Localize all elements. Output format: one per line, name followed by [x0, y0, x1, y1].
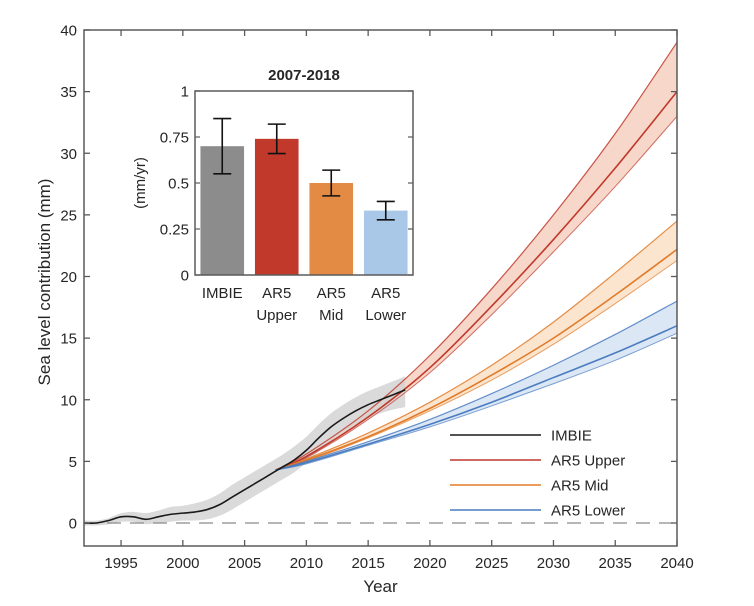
legend-label: IMBIE: [551, 428, 592, 445]
inset-category-label-line1: AR5: [317, 285, 346, 302]
imbie-line: [83, 389, 406, 524]
inset-category-label: AR5 Upper: [256, 285, 297, 324]
inset-y-tick-label: 0.25: [160, 222, 189, 239]
error-bar-ar5-lower: [376, 200, 395, 221]
y-tick-label: 0: [69, 516, 77, 533]
x-tick-label: 2025: [475, 555, 508, 572]
imbie-uncertainty-band: [84, 376, 406, 526]
bar-ar5-upper: [254, 138, 299, 275]
inset-y-ticks: 0 0.25 0.5 0.75 1: [160, 84, 413, 285]
plot-frame: [83, 29, 678, 547]
inset-category-label: AR5 Lower: [365, 285, 406, 324]
legend: IMBIE AR5 Upper AR5 Mid AR5 Lower: [450, 428, 625, 520]
uncertainty-bands: [84, 42, 677, 526]
inset-y-tick-label: 1: [181, 84, 189, 101]
inset-y-axis-label: (mm/yr): [132, 157, 149, 209]
ar5-upper-line: [275, 91, 678, 471]
series-lines: [83, 41, 678, 524]
x-tick-label: 2040: [660, 555, 693, 572]
error-bar-ar5-upper: [267, 123, 286, 155]
y-tick-label: 15: [60, 331, 77, 348]
legend-item-ar5-mid: AR5 Mid: [450, 478, 609, 495]
inset-y-tick-label: 0.75: [160, 130, 189, 147]
legend-label: AR5 Lower: [551, 503, 625, 520]
y-tick-label: 20: [60, 269, 77, 286]
x-tick-label: 2035: [599, 555, 632, 572]
legend-label: AR5 Upper: [551, 453, 625, 470]
x-tick-label: 1995: [104, 555, 137, 572]
y-tick-label: 35: [60, 84, 77, 101]
y-tick-label: 25: [60, 207, 77, 224]
x-axis-ticks: 1995 2000 2005 2010 2015 2020 2025 2030 2035 2040: [104, 30, 694, 572]
legend-label: AR5 Mid: [551, 478, 609, 495]
legend-item-imbie: IMBIE: [450, 428, 592, 445]
inset-bar-chart: 0 0.25 0.5 0.75 1 IMBIE AR5 Upper AR5 Mid AR5 Lowe…: [132, 67, 414, 324]
bar-ar5-lower: [363, 210, 408, 275]
y-tick-label: 40: [60, 23, 77, 40]
ar5-mid-upper-bound-line: [275, 220, 678, 471]
ar5-lower-lower-bound-line: [275, 332, 678, 471]
ar5-lower-upper-bound-line: [275, 300, 678, 471]
inset-category-label-line2: Mid: [319, 307, 343, 324]
inset-category-label-line1: AR5: [262, 285, 291, 302]
x-axis-label: Year: [363, 577, 398, 596]
y-tick-label: 10: [60, 392, 77, 409]
x-tick-label: 2030: [537, 555, 570, 572]
ar5-upper-upper-bound-line: [275, 41, 678, 471]
inset-category-label: AR5 Mid: [317, 285, 346, 324]
inset-category-label-line1: IMBIE: [202, 285, 243, 302]
inset-category-label-line2: Upper: [256, 307, 297, 324]
x-tick-label: 2020: [413, 555, 446, 572]
y-axis-label: Sea level contribution (mm): [35, 179, 54, 386]
inset-y-tick-label: 0.5: [168, 176, 189, 193]
x-tick-label: 2005: [228, 555, 261, 572]
legend-item-ar5-upper: AR5 Upper: [450, 453, 625, 470]
y-tick-label: 5: [69, 454, 77, 471]
inset-category-label: IMBIE: [202, 285, 243, 302]
bar-ar5-mid: [309, 183, 354, 275]
inset-x-labels: IMBIE AR5 Upper AR5 Mid AR5 Lower: [202, 285, 406, 324]
legend-item-ar5-lower: AR5 Lower: [450, 503, 625, 520]
ar5-upper-lower-bound-line: [275, 115, 678, 471]
inset-category-label-line1: AR5: [371, 285, 400, 302]
x-tick-label: 2015: [351, 555, 384, 572]
inset-y-tick-label: 0: [181, 268, 189, 285]
inset-title: 2007-2018: [268, 67, 340, 84]
error-bar-imbie: [213, 117, 232, 175]
inset-category-label-line2: Lower: [365, 307, 406, 324]
error-bar-ar5-mid: [322, 169, 341, 197]
ar5-lower-line: [275, 325, 678, 471]
x-tick-label: 2000: [166, 555, 199, 572]
inset-bars: [200, 117, 408, 275]
ar5-mid-line: [275, 248, 678, 471]
y-tick-label: 30: [60, 146, 77, 163]
x-tick-label: 2010: [290, 555, 323, 572]
